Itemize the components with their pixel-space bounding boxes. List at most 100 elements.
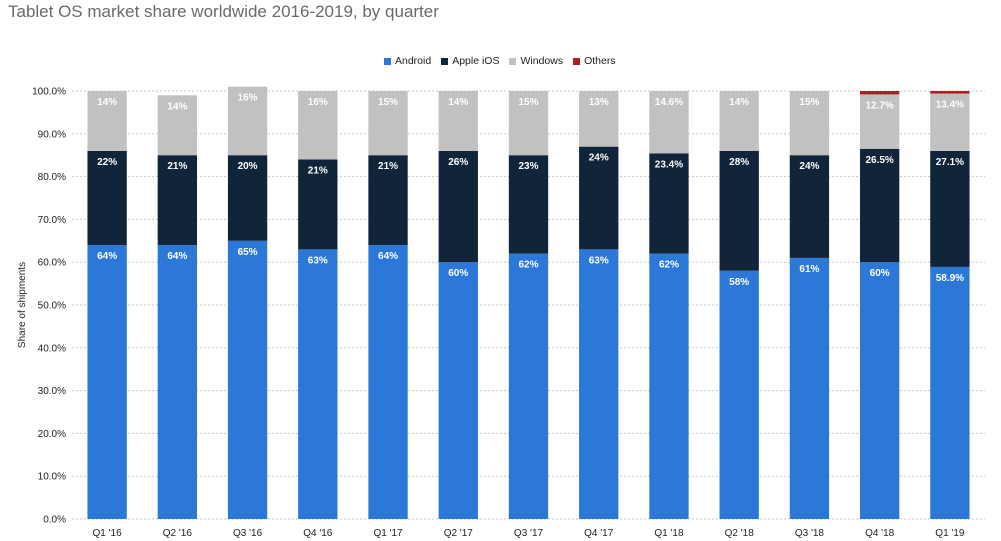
legend-swatch-android bbox=[384, 57, 391, 65]
bar-segment-android bbox=[579, 249, 619, 520]
data-label: 24% bbox=[589, 153, 609, 164]
bar-segment-windows bbox=[368, 91, 408, 156]
y-tick-label: 70.0% bbox=[38, 215, 66, 226]
bar-segment-windows bbox=[87, 91, 127, 151]
bar-segment-android bbox=[368, 245, 408, 519]
data-label: 14% bbox=[167, 101, 187, 112]
bar-segment-apple-ios bbox=[859, 148, 900, 263]
y-tick-label: 50.0% bbox=[38, 301, 66, 312]
data-label: 58.9% bbox=[936, 273, 964, 284]
data-label: 22% bbox=[97, 157, 117, 168]
legend-item-windows[interactable]: Windows bbox=[509, 55, 563, 67]
bar-segment-windows bbox=[508, 91, 549, 156]
bar-segment-apple-ios bbox=[87, 150, 127, 246]
bar-segment-android bbox=[157, 245, 198, 519]
data-label: 23% bbox=[518, 161, 538, 172]
data-label: 58% bbox=[729, 277, 749, 288]
data-label: 62% bbox=[518, 260, 538, 271]
data-label: 12.7% bbox=[865, 100, 893, 111]
data-label: 14% bbox=[448, 97, 468, 108]
data-label: 15% bbox=[799, 97, 819, 108]
chart-title: Tablet OS market share worldwide 2016-20… bbox=[8, 2, 439, 21]
chart-legend: Android Apple iOS Windows Others bbox=[384, 55, 616, 67]
bar-segment-android bbox=[789, 257, 830, 519]
data-label: 64% bbox=[378, 251, 398, 262]
data-label: 15% bbox=[518, 97, 538, 108]
data-label: 20% bbox=[238, 161, 258, 172]
data-label: 16% bbox=[238, 93, 258, 104]
y-tick-label: 60.0% bbox=[38, 258, 66, 269]
bar-segment-windows bbox=[438, 91, 478, 151]
bar-segment-android bbox=[930, 266, 970, 519]
x-tick-label: Q1 '16 bbox=[93, 528, 123, 539]
data-label: 63% bbox=[308, 255, 328, 266]
bar-segment-apple-ios bbox=[298, 159, 338, 250]
x-tick-label: Q3 '17 bbox=[514, 528, 544, 539]
data-label: 26% bbox=[448, 157, 468, 168]
x-tick-label: Q1 '17 bbox=[373, 528, 403, 539]
legend-item-android[interactable]: Android bbox=[384, 55, 431, 67]
bar-segment-android bbox=[298, 249, 338, 520]
data-label: 13.4% bbox=[936, 100, 964, 111]
x-tick-label: Q1 '18 bbox=[654, 528, 684, 539]
data-label: 61% bbox=[799, 264, 819, 275]
x-tick-label: Q2 '17 bbox=[444, 528, 474, 539]
data-label: 60% bbox=[870, 268, 890, 279]
bar-segment-android bbox=[649, 253, 689, 519]
data-label: 23.4% bbox=[655, 159, 683, 170]
legend-item-ios[interactable]: Apple iOS bbox=[441, 55, 499, 67]
bar-segment-apple-ios bbox=[508, 155, 549, 254]
bar-segment-apple-ios bbox=[719, 150, 759, 271]
bar-segment-apple-ios bbox=[438, 150, 478, 263]
y-tick-label: 40.0% bbox=[38, 343, 66, 354]
data-label: 26.5% bbox=[865, 155, 893, 166]
y-tick-label: 10.0% bbox=[38, 472, 66, 483]
bar-segment-apple-ios bbox=[930, 150, 970, 267]
legend-swatch-ios bbox=[441, 57, 449, 65]
data-label: 13% bbox=[589, 97, 609, 108]
legend-item-others[interactable]: Others bbox=[573, 55, 616, 67]
data-label: 62% bbox=[659, 260, 679, 271]
data-label: 63% bbox=[589, 255, 609, 266]
data-label: 15% bbox=[378, 97, 398, 108]
bar-segment-windows bbox=[719, 91, 759, 151]
bar-segment-android bbox=[438, 262, 478, 519]
data-label: 64% bbox=[167, 251, 187, 262]
x-tick-label: Q4 '16 bbox=[303, 528, 333, 539]
data-label: 14% bbox=[97, 97, 117, 108]
legend-label-android: Android bbox=[395, 55, 432, 67]
y-tick-label: 100.0% bbox=[32, 87, 66, 98]
bar-segment-android bbox=[87, 245, 127, 519]
y-tick-label: 90.0% bbox=[38, 129, 66, 140]
data-label: 21% bbox=[167, 161, 187, 172]
bar-segment-android bbox=[227, 240, 268, 520]
data-label: 21% bbox=[308, 165, 328, 176]
bar-segment-apple-ios bbox=[789, 155, 830, 258]
x-tick-label: Q3 '18 bbox=[795, 528, 825, 539]
data-label: 27.1% bbox=[936, 157, 964, 168]
data-label: 14% bbox=[729, 97, 749, 108]
bar-segment-windows bbox=[298, 91, 338, 160]
data-label: 28% bbox=[729, 157, 749, 168]
x-tick-label: Q2 '18 bbox=[725, 528, 755, 539]
bar-segment-others bbox=[859, 91, 900, 95]
x-tick-label: Q4 '18 bbox=[865, 528, 895, 539]
bar-segment-apple-ios bbox=[579, 146, 619, 250]
bar-segment-apple-ios bbox=[157, 155, 198, 246]
x-tick-label: Q1 '19 bbox=[935, 528, 965, 539]
x-tick-label: Q4 '17 bbox=[584, 528, 614, 539]
bar-segment-android bbox=[719, 270, 759, 519]
y-tick-label: 20.0% bbox=[38, 429, 66, 440]
y-tick-label: 80.0% bbox=[38, 172, 66, 183]
data-label: 21% bbox=[378, 161, 398, 172]
legend-label-others: Others bbox=[584, 55, 616, 67]
bar-segment-windows bbox=[859, 94, 900, 149]
bar-segment-others bbox=[930, 91, 970, 94]
x-tick-label: Q2 '16 bbox=[163, 528, 193, 539]
bar-segment-windows bbox=[789, 91, 830, 156]
y-tick-label: 0.0% bbox=[43, 515, 66, 526]
bar-segment-android bbox=[859, 262, 900, 519]
bar-segment-windows bbox=[649, 91, 689, 154]
data-label: 24% bbox=[799, 161, 819, 172]
